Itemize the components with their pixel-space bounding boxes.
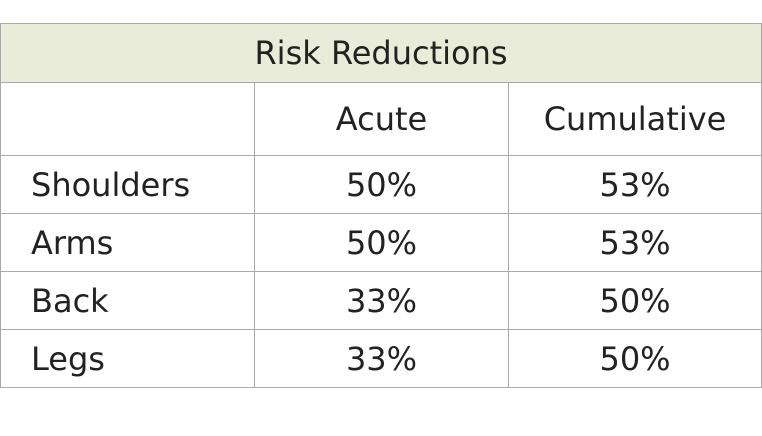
cell: 50% xyxy=(254,155,509,214)
table-title: Risk Reductions xyxy=(0,23,762,83)
table-row: Shoulders 50% 53% xyxy=(0,155,762,214)
cell: 53% xyxy=(507,213,762,272)
header-row: Acute Cumulative xyxy=(0,82,762,156)
cell: 50% xyxy=(507,329,762,388)
cell: 53% xyxy=(507,155,762,214)
cell: 33% xyxy=(254,271,509,330)
table-row: Arms 50% 53% xyxy=(0,213,762,272)
table-body: Risk Reductions Acute Cumulative Shoulders… xyxy=(0,23,762,388)
column-header xyxy=(0,82,255,156)
risk-table: Risk Reductions Acute Cumulative Shoulders… xyxy=(0,23,762,388)
cell: 50% xyxy=(507,271,762,330)
cell: 33% xyxy=(254,329,509,388)
row-label: Shoulders xyxy=(0,155,255,214)
table-row: Legs 33% 50% xyxy=(0,329,762,388)
table-row: Back 33% 50% xyxy=(0,271,762,330)
title-row: Risk Reductions xyxy=(0,23,762,83)
row-label: Legs xyxy=(0,329,255,388)
column-header: Acute xyxy=(254,82,509,156)
cell: 50% xyxy=(254,213,509,272)
column-header: Cumulative xyxy=(507,82,762,156)
row-label: Back xyxy=(0,271,255,330)
row-label: Arms xyxy=(0,213,255,272)
